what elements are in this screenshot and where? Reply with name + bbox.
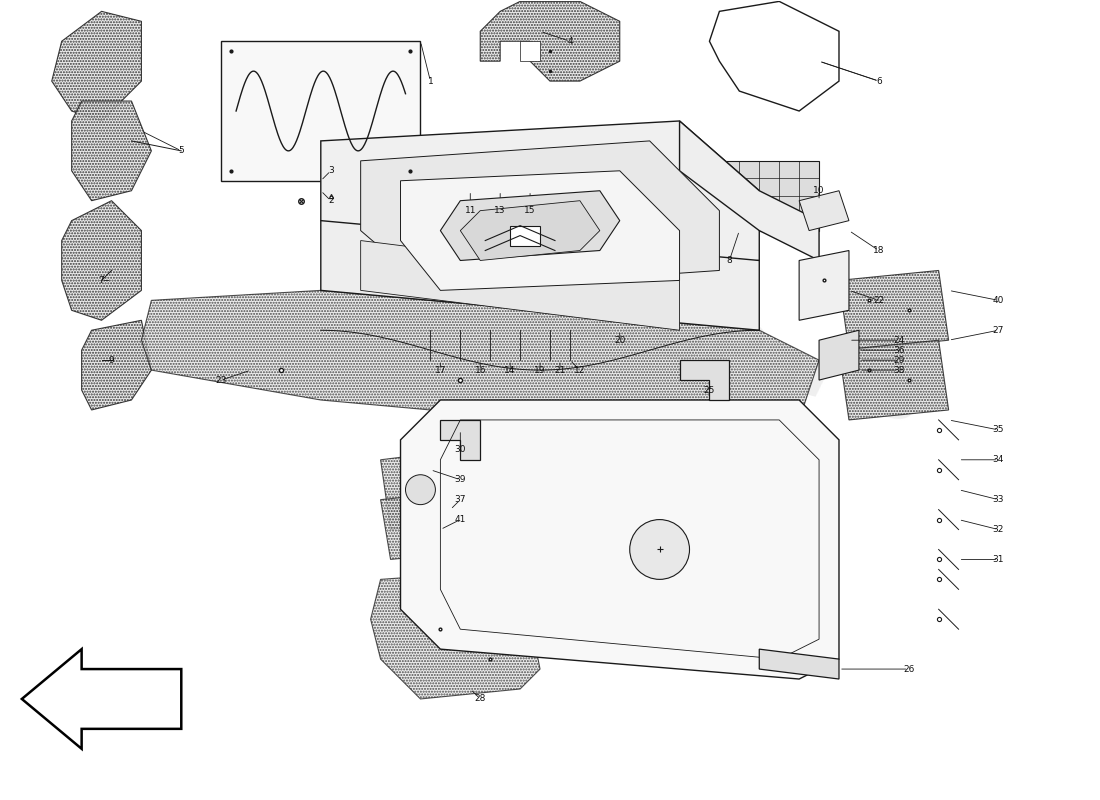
Text: 39: 39 [454,475,466,484]
Polygon shape [381,490,491,559]
Text: 1: 1 [428,77,433,86]
Text: 19: 19 [535,366,546,374]
Text: 4: 4 [568,37,573,46]
Text: 25: 25 [704,386,715,394]
Polygon shape [680,360,729,400]
Polygon shape [72,101,152,201]
Text: 5: 5 [178,146,184,155]
Polygon shape [530,181,550,221]
Text: 37: 37 [454,495,466,504]
Text: 17: 17 [434,366,447,374]
Text: 16: 16 [474,366,486,374]
Polygon shape [321,121,759,281]
Polygon shape [481,2,619,81]
Text: 21: 21 [554,366,565,374]
Polygon shape [52,11,142,121]
Text: 23: 23 [216,375,227,385]
Polygon shape [440,190,619,261]
Polygon shape [381,450,471,530]
Polygon shape [81,320,152,410]
Polygon shape [680,121,820,261]
Text: 26: 26 [903,665,914,674]
Polygon shape [460,201,600,261]
Text: 9: 9 [109,356,114,365]
Polygon shape [510,226,540,246]
Text: 10: 10 [813,186,825,195]
Circle shape [406,474,436,505]
Polygon shape [710,2,839,111]
Text: 6: 6 [876,77,882,86]
Text: 7: 7 [99,276,104,285]
Polygon shape [221,42,420,181]
Text: 40: 40 [993,296,1004,305]
Text: 18: 18 [873,246,884,255]
Text: 30: 30 [454,446,466,454]
Polygon shape [839,270,948,350]
Text: 3: 3 [328,166,333,175]
Polygon shape [799,190,849,230]
Polygon shape [799,250,849,320]
Polygon shape [820,330,859,380]
Text: 2: 2 [328,196,333,205]
Polygon shape [450,181,471,221]
Text: 14: 14 [505,366,516,374]
Polygon shape [62,201,142,320]
Text: 27: 27 [993,326,1004,334]
Polygon shape [400,400,839,679]
Polygon shape [839,340,948,420]
Polygon shape [400,530,510,599]
Text: a passion since 1985: a passion since 1985 [535,428,824,531]
Text: 15: 15 [525,206,536,215]
Text: 38: 38 [893,366,904,374]
Polygon shape [361,241,680,330]
Text: euroParts: euroParts [508,260,931,440]
Text: 8: 8 [726,256,733,265]
Text: 28: 28 [474,694,486,703]
Text: 33: 33 [992,495,1004,504]
Text: 35: 35 [992,426,1004,434]
Polygon shape [759,649,839,679]
Text: 13: 13 [494,206,506,215]
Text: 11: 11 [464,206,476,215]
Text: 34: 34 [993,455,1004,464]
Polygon shape [371,570,540,699]
Polygon shape [361,141,719,290]
Polygon shape [440,420,481,460]
Polygon shape [719,161,820,230]
Polygon shape [400,170,680,290]
Polygon shape [491,181,510,221]
Text: 29: 29 [893,356,904,365]
Polygon shape [321,221,759,330]
Circle shape [629,519,690,579]
Text: 22: 22 [873,296,884,305]
Polygon shape [142,290,820,440]
Text: 31: 31 [992,555,1004,564]
Text: 36: 36 [893,346,904,354]
Text: 12: 12 [574,366,585,374]
Text: 24: 24 [893,336,904,345]
Polygon shape [22,649,182,749]
Text: 32: 32 [993,525,1004,534]
Text: 20: 20 [614,336,626,345]
Text: 41: 41 [454,515,466,524]
Polygon shape [520,42,540,61]
